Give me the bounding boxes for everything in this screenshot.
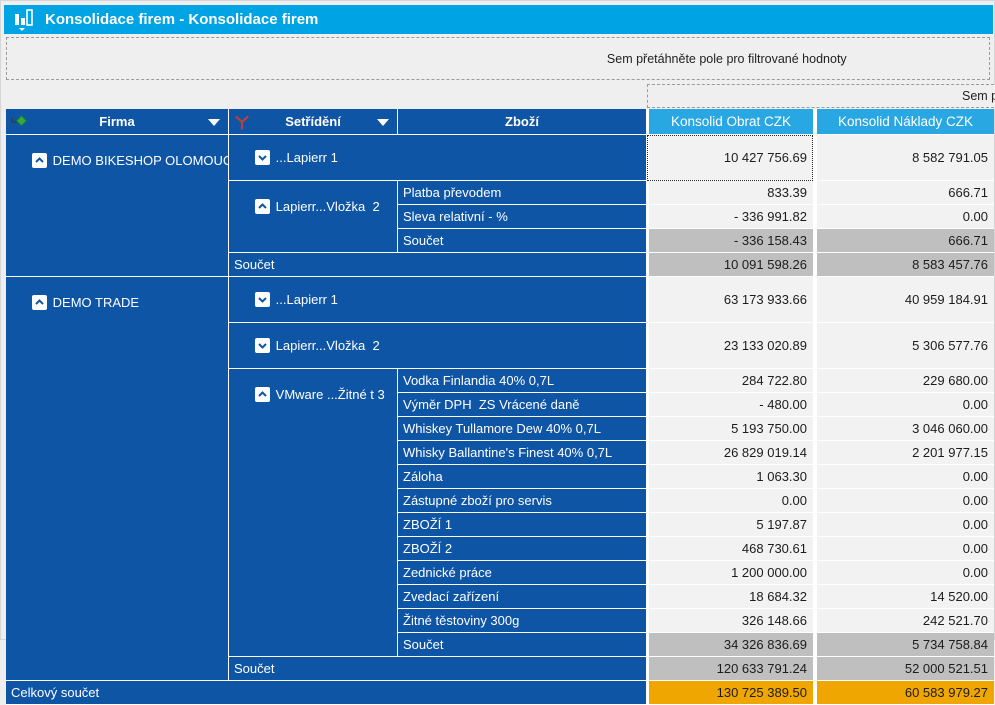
cell-naklady[interactable]: 14 520.00 xyxy=(813,585,994,609)
zbozi-row-label[interactable]: Zvedací zařízení xyxy=(398,585,647,609)
zbozi-row-label[interactable]: ZBOŽÍ 1 xyxy=(398,513,647,537)
cell-naklady[interactable]: 0.00 xyxy=(813,465,994,489)
cell-obrat[interactable]: 0.00 xyxy=(647,489,813,513)
zbozi-header-label: Zboží xyxy=(505,114,539,129)
filter-drop-zone[interactable]: Sem přetáhněte pole pro filtrované hodno… xyxy=(6,37,990,80)
zbozi-row-label[interactable]: Zástupné zboží pro servis xyxy=(398,489,647,513)
cell-obrat[interactable]: 1 063.30 xyxy=(647,465,813,489)
setrideni-group-vmware[interactable]: VMware ...Žitné t 3 xyxy=(229,369,398,657)
collapse-icon[interactable] xyxy=(31,295,47,310)
cell-obrat[interactable]: 5 197.87 xyxy=(647,513,813,537)
column-drop-zone[interactable]: Sem pi xyxy=(647,84,995,108)
cell-obrat[interactable]: 23 133 020.89 xyxy=(647,323,813,369)
cell-obrat-subtotal[interactable]: 10 091 598.26 xyxy=(647,253,813,277)
subtotal-row-label[interactable]: Součet xyxy=(229,253,647,277)
firma-group-trade[interactable]: DEMO TRADE xyxy=(6,277,229,681)
filter-dropdown-icon[interactable] xyxy=(208,119,220,126)
filter-drop-hint: Sem přetáhněte pole pro filtrované hodno… xyxy=(606,51,847,66)
firma-group-bikeshop[interactable]: DEMO BIKESHOP OLOMOUC xyxy=(6,135,229,277)
page-title: Konsolidace firem - Konsolidace firem xyxy=(45,11,319,28)
cell-obrat-subtotal[interactable]: - 336 158.43 xyxy=(647,229,813,253)
cell-naklady[interactable]: 0.00 xyxy=(813,489,994,513)
column-header-firma[interactable]: Firma xyxy=(6,109,229,135)
column-header-zbozi[interactable]: Zboží xyxy=(398,109,647,135)
zbozi-row-label[interactable]: Záloha xyxy=(398,465,647,489)
subtotal-row-label[interactable]: Součet xyxy=(398,633,647,657)
collapse-icon[interactable] xyxy=(254,387,270,402)
column-header-obrat[interactable]: Konsolid Obrat CZK xyxy=(647,109,813,135)
cell-naklady-grand-total[interactable]: 60 583 979.27 xyxy=(813,681,994,705)
zbozi-row-label[interactable]: Zednické práce xyxy=(398,561,647,585)
cell-obrat[interactable]: 63 173 933.66 xyxy=(647,277,813,323)
cell-naklady[interactable]: 8 582 791.05 xyxy=(813,135,994,181)
setrideni-group-lapierr1[interactable]: ...Lapierr 1 xyxy=(229,135,647,181)
filter-dropdown-icon[interactable] xyxy=(377,119,389,126)
zbozi-row-label[interactable]: Whisky Ballantine's Finest 40% 0,7L xyxy=(398,441,647,465)
cell-naklady[interactable]: 0.00 xyxy=(813,537,994,561)
cell-naklady-subtotal[interactable]: 666.71 xyxy=(813,229,994,253)
cell-obrat-grand-total[interactable]: 130 725 389.50 xyxy=(647,681,813,705)
collapse-icon[interactable] xyxy=(254,199,270,214)
subtotal-row-label[interactable]: Součet xyxy=(398,229,647,253)
cell-naklady[interactable]: 0.00 xyxy=(813,513,994,537)
cell-naklady[interactable]: 242 521.70 xyxy=(813,609,994,633)
setrideni-header-label: Setřídění xyxy=(285,114,341,129)
column-header-naklady[interactable]: Konsolid Náklady CZK xyxy=(813,109,994,135)
zbozi-row-label[interactable]: Sleva relativní - % xyxy=(398,205,647,229)
cell-naklady[interactable]: 666.71 xyxy=(813,181,994,205)
expand-icon[interactable] xyxy=(254,338,270,353)
subtotal-row-label[interactable]: Součet xyxy=(229,657,647,681)
cell-naklady-subtotal[interactable]: 5 734 758.84 xyxy=(813,633,994,657)
cell-obrat[interactable]: 26 829 019.14 xyxy=(647,441,813,465)
cell-obrat[interactable]: 326 148.66 xyxy=(647,609,813,633)
cell-obrat-subtotal[interactable]: 120 633 791.24 xyxy=(647,657,813,681)
cell-obrat-subtotal[interactable]: 34 326 836.69 xyxy=(647,633,813,657)
cell-obrat[interactable]: - 336 991.82 xyxy=(647,205,813,229)
grand-total-label[interactable]: Celkový součet xyxy=(6,681,647,705)
cell-naklady-subtotal[interactable]: 8 583 457.76 xyxy=(813,253,994,277)
cell-obrat[interactable]: - 480.00 xyxy=(647,393,813,417)
cell-naklady[interactable]: 0.00 xyxy=(813,561,994,585)
cell-naklady[interactable]: 0.00 xyxy=(813,393,994,417)
cell-naklady[interactable]: 2 201 977.15 xyxy=(813,441,994,465)
cell-naklady[interactable]: 40 959 184.91 xyxy=(813,277,994,323)
collapse-icon[interactable] xyxy=(31,153,47,168)
setrideni-group-vlozka2[interactable]: Lapierr...Vložka 2 xyxy=(229,181,398,253)
cell-obrat[interactable]: 468 730.61 xyxy=(647,537,813,561)
field-drag-icon xyxy=(11,115,29,131)
sort-axis-icon xyxy=(234,115,250,133)
zbozi-row-label[interactable]: Výměr DPH ZS Vrácené daně xyxy=(398,393,647,417)
firma-header-label: Firma xyxy=(99,114,135,129)
report-title-bar[interactable]: Konsolidace firem - Konsolidace firem xyxy=(4,5,993,34)
cell-naklady[interactable]: 229 680.00 xyxy=(813,369,994,393)
cell-naklady[interactable]: 3 046 060.00 xyxy=(813,417,994,441)
cell-naklady[interactable]: 0.00 xyxy=(813,205,994,229)
setrideni-group-vlozka2[interactable]: Lapierr...Vložka 2 xyxy=(229,323,647,369)
cell-obrat[interactable]: 1 200 000.00 xyxy=(647,561,813,585)
cell-naklady[interactable]: 5 306 577.76 xyxy=(813,323,994,369)
zbozi-row-label[interactable]: Platba převodem xyxy=(398,181,647,205)
cell-obrat[interactable]: 284 722.80 xyxy=(647,369,813,393)
column-drop-hint: Sem pi xyxy=(962,89,995,103)
cell-obrat[interactable]: 10 427 756.69 xyxy=(647,135,813,181)
expand-icon[interactable] xyxy=(254,292,270,307)
setrideni-group-lapierr1[interactable]: ...Lapierr 1 xyxy=(229,277,647,323)
zbozi-row-label[interactable]: ZBOŽÍ 2 xyxy=(398,537,647,561)
bar-chart-icon[interactable] xyxy=(13,8,37,32)
zbozi-row-label[interactable]: Vodka Finlandia 40% 0,7L xyxy=(398,369,647,393)
expand-icon[interactable] xyxy=(254,150,270,165)
zbozi-row-label[interactable]: Žitné těstoviny 300g xyxy=(398,609,647,633)
cell-obrat[interactable]: 5 193 750.00 xyxy=(647,417,813,441)
cell-naklady-subtotal[interactable]: 52 000 521.51 xyxy=(813,657,994,681)
cell-obrat[interactable]: 18 684.32 xyxy=(647,585,813,609)
cell-obrat[interactable]: 833.39 xyxy=(647,181,813,205)
pivot-table: Firma Setřídění Zboží Konsolid Obrat CZK… xyxy=(6,109,994,705)
zbozi-row-label[interactable]: Whiskey Tullamore Dew 40% 0,7L xyxy=(398,417,647,441)
column-header-setrideni[interactable]: Setřídění xyxy=(229,109,398,135)
